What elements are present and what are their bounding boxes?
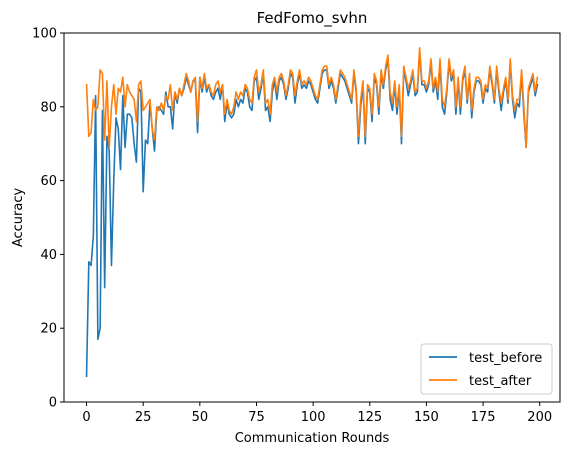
series-line-test-after — [85, 46, 539, 149]
y-axis-ticks: 0 20 40 60 80 100 — [32, 27, 64, 411]
chart-title: FedFomo_svhn — [257, 9, 368, 28]
y-tick-label: 0 — [49, 396, 57, 411]
x-tick-label: 200 — [527, 410, 552, 425]
plot-frame — [63, 32, 561, 403]
y-tick-label: 100 — [32, 27, 57, 42]
x-tick-label: 175 — [471, 410, 496, 425]
x-axis-ticks: 0 25 50 75 100 125 150 175 200 — [82, 402, 552, 425]
legend-label-test-before: test_before — [469, 351, 542, 366]
y-tick-label: 80 — [40, 100, 57, 115]
x-tick-label: 50 — [192, 410, 209, 425]
x-tick-label: 125 — [357, 410, 382, 425]
x-tick-label: 75 — [248, 410, 265, 425]
legend: test_before test_after — [420, 343, 553, 395]
y-tick-label: 40 — [40, 248, 57, 263]
x-tick-label: 150 — [414, 410, 439, 425]
plot-lines — [85, 46, 539, 377]
y-axis-label: Accuracy — [11, 188, 26, 248]
legend-label-test-after: test_after — [469, 374, 532, 389]
x-axis-label: Communication Rounds — [235, 431, 390, 446]
y-tick-label: 20 — [40, 322, 57, 337]
x-tick-label: 100 — [301, 410, 326, 425]
x-tick-label: 25 — [135, 410, 152, 425]
y-tick-label: 60 — [40, 174, 57, 189]
x-tick-label: 0 — [82, 410, 90, 425]
